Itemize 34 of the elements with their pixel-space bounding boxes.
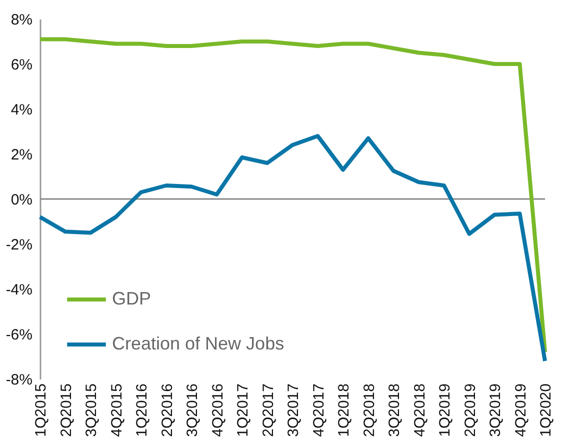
x-tick-label: 1Q2018 [336, 384, 352, 437]
x-tick-label: 3Q2016 [184, 384, 201, 437]
line-series [38, 37, 547, 354]
x-tick-label: 1Q2016 [134, 384, 150, 437]
x-tick-label: 1Q2017 [234, 384, 252, 437]
y-tick-label: 0% [10, 192, 32, 208]
x-tick-label: 4Q2016 [209, 384, 226, 437]
y-tick-label: -8% [6, 372, 32, 388]
x-tick-label: 4Q2017 [310, 384, 328, 437]
x-tick-label: 3Q2015 [83, 384, 100, 437]
legend-label: GDP [112, 288, 152, 308]
line-series [38, 134, 547, 363]
y-tick-label: -2% [6, 236, 32, 254]
y-tick-label: 8% [10, 12, 32, 28]
y-tick-label: -6% [6, 326, 32, 344]
y-tick-label: 6% [10, 56, 32, 74]
x-tick-label: 2Q2017 [260, 384, 277, 437]
x-tick-label: 1Q2015 [32, 384, 50, 437]
x-tick-label: 4Q2018 [411, 384, 428, 437]
x-tick-label: 1Q2020 [538, 384, 554, 437]
x-tick-label: 4Q2015 [108, 384, 126, 437]
y-tick-label: 4% [10, 102, 32, 118]
y-tick-label: 2% [10, 146, 32, 164]
x-tick-label: 2Q2019 [462, 384, 479, 437]
x-tick-label: 1Q2019 [436, 384, 454, 437]
x-tick-label: 3Q2019 [487, 384, 504, 437]
legend-label: Creation of New Jobs [112, 334, 284, 354]
x-tick-label: 3Q2017 [285, 384, 302, 437]
x-tick-label: 2Q2018 [360, 384, 378, 437]
x-tick-label: 2Q2016 [158, 384, 176, 437]
y-tick-label: -4% [6, 282, 32, 298]
x-tick-label: 2Q2015 [58, 384, 75, 437]
x-tick-label: 3Q2018 [386, 384, 403, 437]
x-tick-label: 4Q2019 [512, 384, 530, 437]
